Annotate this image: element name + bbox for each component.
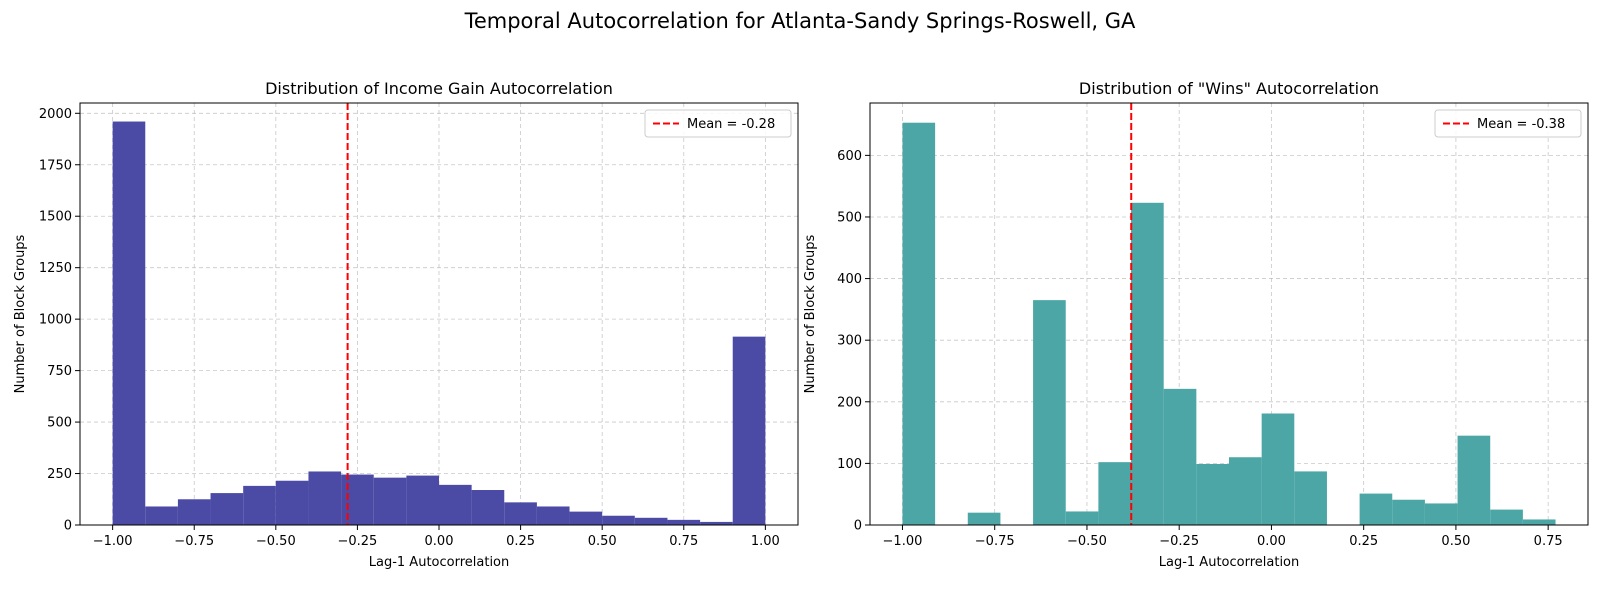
histogram-bar: [536, 506, 570, 525]
histogram-bar: [1424, 503, 1458, 525]
histogram-bar: [341, 474, 374, 525]
right-chart: −1.00 −0.75 −0.50 −0.25 0.00 0.25 0.50 0.75 0 100…: [803, 79, 1589, 570]
y-tick-label: 1750: [39, 158, 72, 173]
histogram-bar: [1229, 457, 1262, 525]
y-tick-label: 500: [47, 416, 72, 431]
legend-label: Mean = -0.28: [687, 117, 775, 132]
x-tick-label: −1.00: [93, 534, 133, 549]
y-tick-label: 500: [837, 210, 862, 225]
histogram-bar: [210, 493, 244, 525]
x-tick-label: −0.75: [174, 534, 214, 549]
histogram-bar: [1065, 511, 1099, 525]
histogram-bar: [1261, 413, 1295, 525]
histogram-bar: [112, 121, 146, 526]
x-tick-label: −0.50: [256, 534, 296, 549]
x-tick-label: −0.75: [975, 534, 1015, 549]
histogram-bar: [700, 521, 733, 525]
histogram-bar: [667, 519, 701, 525]
axes-frame: [869, 102, 1589, 526]
x-tick-label: −1.00: [883, 534, 923, 549]
x-tick-label: 0.50: [588, 534, 617, 549]
y-tick-label: 0: [64, 519, 72, 534]
x-axis-label: Lag-1 Autocorrelation: [1159, 555, 1300, 570]
legend-label: Mean = -0.38: [1477, 117, 1565, 132]
histogram-bar: [569, 511, 603, 525]
legend: Mean = -0.38: [1434, 109, 1582, 138]
legend-box: [644, 109, 792, 138]
x-tick-label: 0.00: [425, 534, 454, 549]
histogram-bar: [177, 499, 211, 525]
histogram-bar: [1392, 499, 1425, 525]
y-tick-label: 250: [47, 467, 72, 482]
legend: Mean = -0.28: [644, 109, 792, 138]
histogram-bar: [406, 475, 439, 525]
histogram-bar: [275, 480, 309, 525]
histogram-bar: [308, 471, 342, 525]
histogram-bar: [1457, 435, 1491, 525]
y-tick-label: 2000: [39, 107, 72, 122]
y-tick-label: 200: [837, 395, 862, 410]
histogram-bar: [1294, 471, 1327, 525]
histogram-bar: [373, 477, 407, 525]
histogram-bar: [902, 122, 936, 525]
y-axis-label: Number of Block Groups: [13, 234, 28, 393]
histogram-bar: [243, 485, 276, 525]
histogram-bar: [439, 484, 472, 525]
y-tick-label: 400: [837, 272, 862, 287]
histogram-bar: [1033, 300, 1066, 525]
x-tick-label: 0.25: [506, 534, 535, 549]
x-axis-label: Lag-1 Autocorrelation: [369, 555, 510, 570]
histogram-bar: [471, 490, 505, 525]
histogram-bar: [634, 517, 668, 525]
histogram-bar: [145, 506, 178, 525]
y-tick-label: 1500: [39, 210, 72, 225]
x-tick-label: 0.75: [1534, 534, 1563, 549]
y-axis-label: Number of Block Groups: [803, 234, 818, 393]
y-tick-label: 1250: [39, 261, 72, 276]
x-tick-label: −0.25: [337, 534, 377, 549]
histogram-bar: [602, 515, 635, 525]
histogram-bar: [967, 512, 1001, 525]
chart-title: Distribution of "Wins" Autocorrelation: [1079, 79, 1379, 98]
histogram-bar: [1098, 462, 1132, 525]
histogram-bar: [732, 336, 766, 525]
histogram-bar: [1163, 388, 1197, 525]
x-tick-label: −0.50: [1067, 534, 1107, 549]
x-tick-label: 0.75: [669, 534, 698, 549]
figure-suptitle: Temporal Autocorrelation for Atlanta-San…: [464, 9, 1136, 33]
x-tick-label: 0.50: [1441, 534, 1470, 549]
histogram-bar: [1131, 202, 1164, 525]
y-tick-label: 1000: [39, 313, 72, 328]
histogram-bar: [1490, 509, 1523, 525]
y-tick-label: 0: [854, 519, 862, 534]
y-tick-label: 100: [837, 457, 862, 472]
histogram-bar: [1359, 493, 1393, 525]
y-tick-label: 600: [837, 149, 862, 164]
x-tick-label: 1.00: [751, 534, 780, 549]
histogram-bar: [1196, 464, 1229, 525]
histogram-bar: [504, 502, 537, 525]
y-tick-label: 300: [837, 334, 862, 349]
left-chart: −1.00 −0.75 −0.50 −0.25 0.00 0.25 0.50 0.75 1.00…: [13, 79, 799, 570]
chart-title: Distribution of Income Gain Autocorrelat…: [265, 79, 613, 98]
histogram-bar: [1522, 519, 1556, 525]
legend-box: [1434, 109, 1582, 138]
x-tick-label: −0.25: [1159, 534, 1199, 549]
x-tick-label: 0.25: [1349, 534, 1378, 549]
x-tick-label: 0.00: [1257, 534, 1286, 549]
y-tick-label: 750: [47, 364, 72, 379]
